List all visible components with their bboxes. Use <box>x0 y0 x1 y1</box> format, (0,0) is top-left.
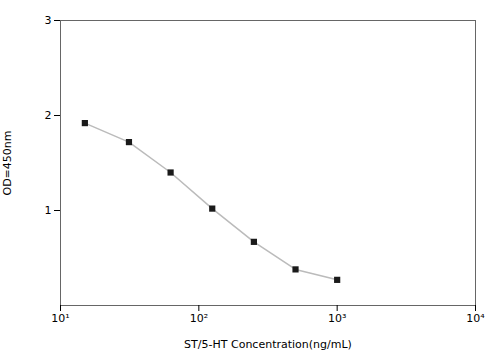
svg-text:10⁴: 10⁴ <box>466 312 485 325</box>
svg-text:10¹: 10¹ <box>51 312 69 325</box>
svg-text:10³: 10³ <box>328 312 346 325</box>
svg-text:10²: 10² <box>190 312 208 325</box>
svg-text:ST/5-HT Concentration(ng/mL): ST/5-HT Concentration(ng/mL) <box>184 338 352 350</box>
svg-text:2: 2 <box>45 109 52 122</box>
svg-text:1: 1 <box>45 204 52 217</box>
svg-text:3: 3 <box>45 14 52 27</box>
svg-text:OD=450nm: OD=450nm <box>1 130 14 195</box>
